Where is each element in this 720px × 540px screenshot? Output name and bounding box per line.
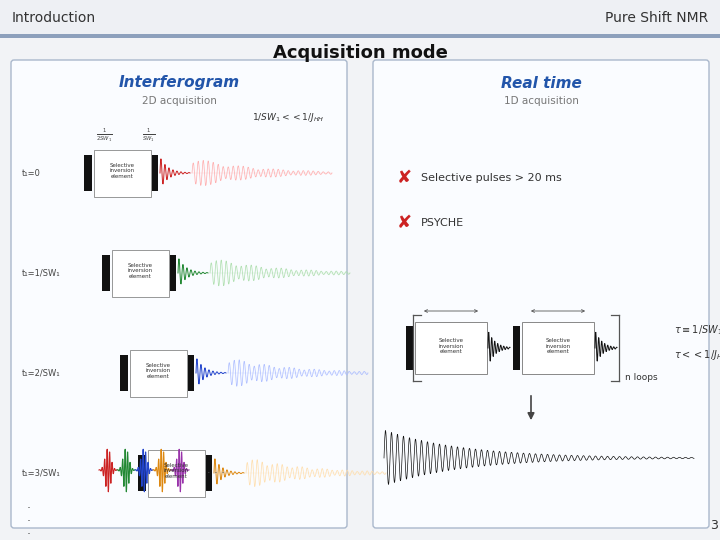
Text: t₁=2/SW₁: t₁=2/SW₁ (22, 368, 60, 377)
Text: .: . (27, 524, 31, 537)
Text: Acquisition mode: Acquisition mode (273, 44, 447, 62)
FancyBboxPatch shape (11, 60, 347, 528)
Bar (0, 0, 720, 36)
FancyBboxPatch shape (0, 36, 720, 540)
Text: t₁=3/SW₁: t₁=3/SW₁ (22, 469, 60, 477)
Text: PSYCHE: PSYCHE (421, 218, 464, 228)
Text: 1D acquisition: 1D acquisition (503, 96, 578, 106)
Text: Introduction: Introduction (12, 11, 96, 25)
Text: 3: 3 (710, 519, 718, 532)
Bar (170, 255, 176, 291)
Bar (513, 326, 520, 370)
Text: $\tau << 1/J_{HH}$: $\tau << 1/J_{HH}$ (674, 348, 720, 362)
Text: t₁=0: t₁=0 (22, 168, 41, 178)
Text: Selective
inversion
element: Selective inversion element (128, 262, 153, 279)
Bar (206, 455, 212, 491)
Bar (120, 355, 128, 391)
Text: $\tau \equiv 1/SW_1$: $\tau \equiv 1/SW_1$ (674, 323, 720, 337)
Bar (138, 455, 146, 491)
Bar (0, 34, 720, 38)
Text: $\frac{1}{2SW_1}$: $\frac{1}{2SW_1}$ (96, 126, 112, 144)
Text: t₁=1/SW₁: t₁=1/SW₁ (22, 268, 60, 278)
FancyBboxPatch shape (112, 249, 169, 296)
FancyBboxPatch shape (148, 449, 205, 496)
Text: ✘: ✘ (397, 169, 412, 187)
FancyBboxPatch shape (373, 60, 709, 528)
Text: .: . (27, 498, 31, 511)
Text: $\frac{1}{SW_1}$: $\frac{1}{SW_1}$ (143, 126, 156, 144)
Bar (84, 155, 92, 191)
Text: Selective
inversion
element: Selective inversion element (146, 363, 171, 379)
Text: . . .: . . . (207, 465, 225, 475)
FancyBboxPatch shape (522, 322, 594, 374)
Text: Selective
inversion
element: Selective inversion element (438, 338, 464, 354)
Text: 2D acquisition: 2D acquisition (142, 96, 217, 106)
FancyBboxPatch shape (94, 150, 151, 197)
Text: Interferogram: Interferogram (118, 76, 240, 91)
Text: n loops: n loops (625, 373, 657, 381)
Text: Selective pulses > 20 ms: Selective pulses > 20 ms (421, 173, 562, 183)
Text: Selective
inversion
element: Selective inversion element (110, 163, 135, 179)
FancyBboxPatch shape (415, 322, 487, 374)
Text: .: . (27, 511, 31, 524)
Text: Real time: Real time (500, 76, 582, 91)
Text: Pure Shift NMR: Pure Shift NMR (605, 11, 708, 25)
Text: $1/SW_1 << 1/J_{HH}$: $1/SW_1 << 1/J_{HH}$ (251, 111, 324, 125)
Text: Selective
inversion
element: Selective inversion element (164, 463, 189, 480)
FancyBboxPatch shape (130, 349, 187, 396)
Bar (152, 155, 158, 191)
Text: ✘: ✘ (397, 214, 412, 232)
Text: Selective
inversion
element: Selective inversion element (546, 338, 570, 354)
Bar (102, 255, 110, 291)
Bar (406, 326, 413, 370)
Bar (188, 355, 194, 391)
